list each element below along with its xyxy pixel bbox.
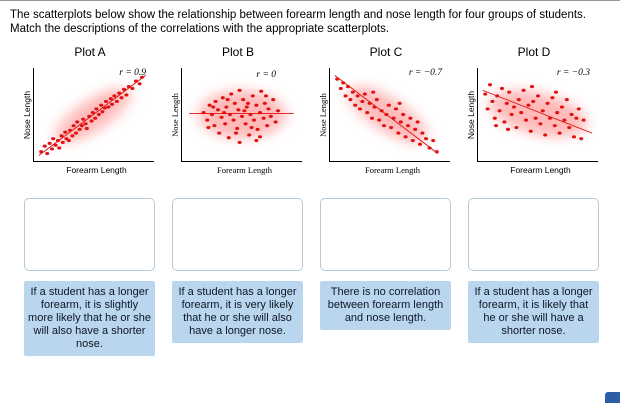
- answer-dropzone-c[interactable]: [320, 197, 451, 271]
- dropzones-row: [20, 197, 620, 271]
- plot-b-xlabel: Forearm Length: [217, 164, 272, 175]
- description-card-1[interactable]: If a student has a longer forearm, it is…: [24, 280, 155, 356]
- answer-dropzone-d[interactable]: [468, 197, 599, 271]
- plot-c-canvas: r = −0.7: [329, 67, 450, 162]
- scatterplot-canvas: [38, 74, 146, 156]
- plot-b-ylabel: Nose Length: [169, 92, 180, 137]
- plot-a-xlabel: Forearm Length: [66, 164, 127, 175]
- plot-d-xlabel: Forearm Length: [510, 164, 571, 175]
- plot-d: Plot D Nose Length r = −0.3 Forearm Leng…: [464, 45, 604, 175]
- question-instructions: The scatterplots below show the relation…: [10, 9, 586, 36]
- answer-dropzone-a[interactable]: [24, 197, 155, 271]
- plot-a-title: Plot A: [74, 44, 106, 59]
- plot-a-ylabel: Nose Length: [21, 90, 32, 139]
- plot-b-title: Plot B: [221, 44, 254, 59]
- plot-a-r-value: r = 0.9: [119, 67, 146, 78]
- plot-c-ylabel: Nose Length: [317, 92, 328, 137]
- description-card-2[interactable]: If a student has a longer forearm, it is…: [172, 280, 303, 343]
- description-cards-row: If a student has a longer forearm, it is…: [20, 280, 620, 356]
- scatterplot-canvas: [334, 74, 439, 154]
- plot-d-ylabel: Nose Length: [465, 90, 476, 139]
- description-card-4[interactable]: If a student has a longer forearm, it is…: [468, 280, 599, 343]
- plot-a: Plot A Nose Length r = 0.9 Forearm Lengt…: [20, 45, 160, 175]
- plot-d-r-value: r = −0.3: [556, 67, 590, 78]
- cut-off-corner-button: [605, 392, 620, 403]
- plots-row: Plot A Nose Length r = 0.9 Forearm Lengt…: [20, 45, 620, 175]
- scatterplot-canvas: [189, 88, 294, 144]
- scatterplot-canvas: [482, 82, 593, 141]
- plot-d-title: Plot D: [517, 44, 551, 59]
- plot-c-xlabel: Forearm Length: [365, 164, 420, 175]
- plot-c: Plot C Nose Length r = −0.7 Forearm Leng…: [316, 45, 456, 175]
- plot-c-title: Plot C: [369, 44, 403, 59]
- plot-b: Plot B Nose Length r = 0 Forearm Length: [168, 45, 308, 175]
- answer-dropzone-b[interactable]: [172, 197, 303, 271]
- plot-b-canvas: r = 0: [181, 67, 302, 162]
- plot-c-r-value: r = −0.7: [408, 67, 442, 78]
- plot-d-canvas: r = −0.3: [477, 67, 598, 162]
- plot-b-r-value: r = 0: [256, 69, 276, 80]
- plot-a-canvas: r = 0.9: [33, 67, 154, 162]
- description-card-3[interactable]: There is no correlation between forearm …: [320, 280, 451, 330]
